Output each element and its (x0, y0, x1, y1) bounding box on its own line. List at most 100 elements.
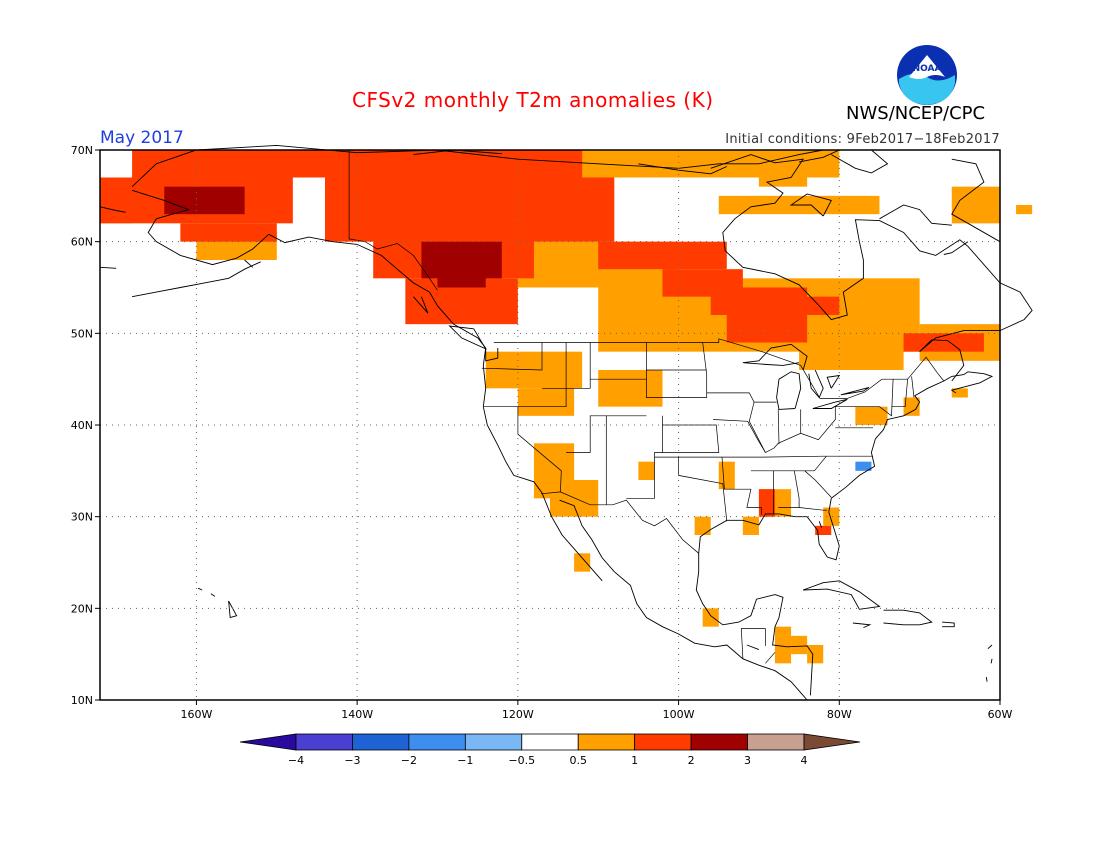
border-2 (541, 491, 699, 554)
border-20 (706, 392, 777, 403)
coastline-24 (228, 600, 238, 619)
anomaly-cell-0-16 (855, 406, 888, 425)
coastline-5 (710, 154, 1033, 382)
coastline-3 (695, 553, 814, 696)
lon-tick-label: 120W (502, 708, 534, 721)
coastline-8 (789, 193, 832, 217)
lat-tick-label: 40N (71, 419, 93, 432)
coastline-29 (985, 677, 988, 682)
border-11 (566, 415, 647, 453)
color-bar: −4 −3 −2 −1 −0.5 0.5 1 2 3 4 (239, 733, 861, 767)
colorbar-tick-label: 4 (801, 754, 808, 767)
border-16 (662, 424, 720, 453)
border-1 (493, 338, 945, 399)
border-32 (891, 379, 908, 408)
agency-label: NWS/NCEP/CPC (846, 103, 986, 124)
anomaly-cell-0-27 (951, 186, 1000, 224)
colorbar-bin (521, 733, 579, 751)
map-axes: 70N 60N 50N 40N 30N 20N 10N 160W 140W 120W 100W 80W… (71, 144, 1013, 721)
anomaly-cell-1-14 (815, 525, 832, 535)
colorbar-bin (747, 733, 805, 751)
anomaly-cell-1-13 (758, 489, 775, 517)
coastline-11 (776, 371, 802, 410)
lon-tick-label: 80W (827, 708, 852, 721)
anomaly-cell-3-0 (855, 461, 872, 471)
colorbar-tick-label: 3 (744, 754, 751, 767)
lat-tick-label: 70N (71, 144, 93, 157)
anomaly-cell-0-20 (823, 507, 840, 526)
colorbar-bin (408, 733, 466, 751)
colorbar-bin (295, 733, 353, 751)
coastline-30 (99, 206, 126, 213)
coastline-12 (742, 343, 808, 371)
colorbar-tick-label: −1 (457, 754, 473, 767)
anomaly-cell-0-24 (702, 608, 719, 627)
coastline-10 (799, 149, 840, 163)
anomaly-cell-2-2 (437, 269, 486, 288)
anomaly-cell-0-25 (598, 370, 663, 407)
border-25 (799, 507, 828, 511)
border-14 (646, 342, 708, 398)
anomaly-cell-0-26 (758, 168, 808, 187)
coastline-22 (942, 621, 955, 628)
noaa-logo-text: NOAA (913, 64, 942, 74)
border-3 (740, 628, 766, 659)
colorbar-bin (803, 733, 861, 751)
anomaly-cell-0-30 (718, 461, 735, 490)
colorbar-tick-label: 2 (688, 754, 695, 767)
coastline-35 (638, 163, 727, 175)
coastline-23 (852, 622, 872, 629)
valid-month-label: May 2017 (100, 128, 184, 148)
border-22 (750, 455, 827, 472)
border-5 (765, 652, 776, 664)
anomaly-cells (100, 150, 1033, 664)
colorbar-bin (352, 733, 410, 751)
coastline-26 (197, 587, 203, 591)
colorbar-tick-label: −2 (401, 754, 417, 767)
anomaly-cell-1-3 (341, 150, 583, 178)
border-0 (348, 150, 438, 291)
coastline-31 (99, 266, 117, 269)
anomaly-cell-0-29 (638, 461, 655, 480)
coastline-7 (879, 204, 952, 226)
anomaly-cell-0-22 (807, 645, 824, 664)
noaa-logo: NOAA (897, 45, 957, 105)
colorbar-bin (634, 733, 692, 751)
anomaly-cell-0-28 (1016, 205, 1033, 215)
border-26 (804, 470, 832, 498)
border-13 (626, 415, 663, 499)
lat-tick-label: 50N (71, 327, 93, 340)
border-33 (911, 376, 915, 398)
anomaly-cell-1-7 (598, 241, 727, 270)
noaa-logo-bird (909, 55, 945, 79)
coastline-33 (244, 259, 254, 268)
coastline-15 (812, 398, 848, 409)
coastline-36 (943, 241, 969, 255)
colorbar-bin (239, 733, 297, 751)
colorbar-bin (464, 733, 523, 751)
anomaly-cell-1-2 (180, 223, 277, 242)
lat-tick-label: 20N (71, 602, 93, 615)
anomaly-cell-0-23 (791, 635, 808, 655)
anomaly-cell-1-11 (726, 315, 808, 343)
coastline-25 (210, 593, 216, 597)
coastline-28 (990, 658, 993, 664)
lon-tick-label: 160W (180, 708, 212, 721)
anomaly-cell-0-12 (550, 480, 599, 517)
lon-tick-label: 100W (663, 708, 695, 721)
colorbar-tick-label: 0.5 (569, 754, 587, 767)
colorbar-tick-label: −3 (344, 754, 360, 767)
anomaly-cell-0-18 (951, 388, 968, 398)
anomaly-cell-0-10 (517, 388, 575, 416)
border-9 (542, 342, 591, 389)
colorbar-bin (690, 733, 748, 751)
coastline-17 (485, 348, 499, 362)
border-31 (835, 379, 894, 417)
coastline-18 (448, 325, 487, 350)
coastline-4 (698, 371, 994, 561)
anomaly-cell-2-0 (164, 186, 245, 215)
border-28 (777, 409, 780, 445)
anomaly-cell-0-13 (574, 553, 591, 572)
border-19 (721, 457, 762, 515)
